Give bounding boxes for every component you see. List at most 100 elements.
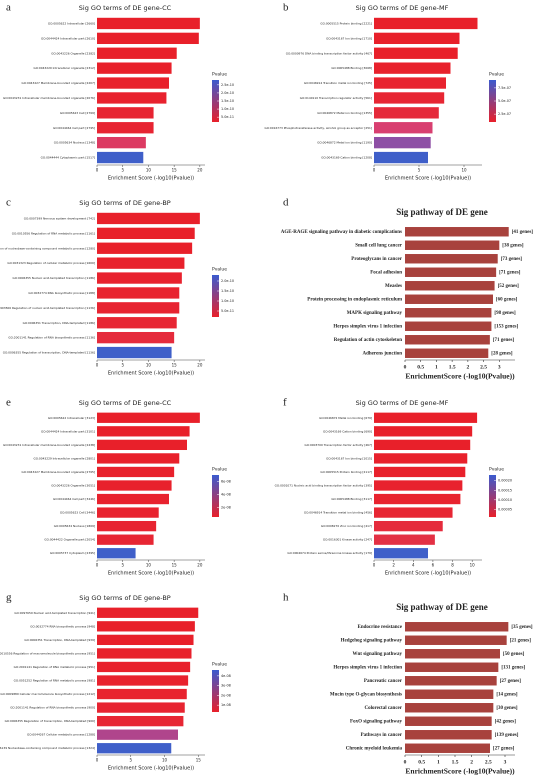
bar	[97, 607, 199, 618]
y-tick-label: GO:0043227 Membrane-bounded organelle [2…	[22, 81, 95, 85]
panel-letter: h	[283, 592, 289, 604]
bar	[374, 47, 458, 59]
y-tick-label: Regulation of actin cytoskeleton	[334, 338, 402, 343]
legend-tick-label: 4e-08	[221, 674, 231, 678]
legend-title: Pvalue	[212, 662, 227, 668]
y-tick-label: GO:0043169 Cation binding [1208]	[321, 156, 372, 160]
x-tick-label: 10	[162, 758, 168, 763]
bar-annotation: [60 genes]	[496, 297, 518, 302]
bar	[374, 507, 453, 518]
bar	[97, 77, 169, 89]
y-tick-label: Protein processing in endoplasmic reticu…	[307, 297, 403, 302]
x-tick-label: 0	[373, 563, 376, 568]
bar-annotation: [28 genes]	[491, 351, 513, 356]
bar	[374, 466, 466, 478]
bar	[97, 17, 200, 30]
y-tick-label: GO:0004674 Protein serine/threonine kina…	[287, 551, 372, 555]
legend-colorbar	[489, 475, 496, 517]
legend-tick-label: 0.00015	[498, 488, 512, 492]
y-tick-label: GO:0043226 Organelle [2382]	[51, 51, 95, 55]
x-axis-label: EnrichmentScore (-log10(Pvalue))	[405, 767, 515, 776]
bar	[97, 346, 172, 359]
x-tick-label: 15	[196, 758, 202, 763]
x-tick-label: 5	[121, 363, 124, 368]
bar	[97, 743, 172, 754]
chart-title: Sig GO terms of DE gene-MF	[356, 4, 449, 12]
x-tick-label: 15	[172, 363, 178, 368]
bar	[97, 92, 167, 104]
panel-letter: e	[6, 397, 11, 409]
legend-colorbar	[212, 670, 219, 712]
x-tick-label: 1.5	[449, 364, 456, 370]
x-tick-label: 2	[392, 563, 395, 568]
y-tick-label: GO:0005623 Cell [2799]	[60, 111, 95, 115]
x-tick-label: 20	[197, 363, 203, 368]
x-tick-label: 2.5	[480, 364, 487, 370]
bar-annotation: [21 genes]	[510, 638, 532, 643]
x-tick-label: 2	[470, 759, 473, 765]
bar-annotation: [27 genes]	[500, 679, 522, 684]
bar	[97, 302, 180, 314]
legend-colorbar	[212, 80, 219, 122]
x-tick-label: 15	[172, 168, 178, 173]
bar	[374, 439, 471, 451]
x-tick-label: 6	[432, 563, 435, 568]
bar	[97, 412, 200, 423]
legend-tick-label: 0.00020	[498, 479, 512, 483]
legend-tick-label: 5.0e-11	[221, 309, 234, 313]
legend-title: Pvalue	[489, 72, 504, 78]
y-tick-label: GO:0044424 Intracellular part [3101]	[41, 429, 95, 433]
y-tick-label: GO:0005737 Cytoplasm [2395]	[50, 551, 95, 555]
bar	[97, 466, 175, 478]
y-tick-label: GO:0006351 Transcription, DNA-templated …	[23, 321, 95, 325]
bar-annotation: [30 genes]	[496, 706, 518, 711]
x-tick-label: 8	[451, 563, 454, 568]
bar	[97, 480, 172, 491]
y-tick-label: Colorectal cancer	[364, 706, 402, 711]
x-tick-label: 5	[121, 168, 124, 173]
legend-tick-label: 5.0e-07	[498, 99, 511, 103]
x-tick-label: 0	[96, 168, 99, 173]
legend-tick-label: 4e-08	[221, 492, 231, 496]
x-tick-label: 5	[121, 563, 124, 568]
panel-letter: f	[283, 397, 287, 409]
y-tick-label: GO:1903506 Regulation of nucleic acid-te…	[0, 306, 95, 310]
bar	[374, 62, 451, 74]
x-tick-label: 0	[373, 168, 376, 173]
bar	[97, 534, 154, 545]
y-tick-label: GO:0043226 Organelle [3051]	[51, 484, 95, 488]
legend-tick-label: 5.0e-11	[221, 115, 234, 119]
bar	[97, 702, 185, 713]
bar	[97, 287, 180, 299]
x-tick-label: 0	[96, 363, 99, 368]
y-tick-label: Proteoglycans in cancer	[351, 257, 403, 262]
bar	[405, 743, 490, 753]
legend-tick-label: 2.0e-10	[221, 279, 234, 283]
y-tick-label: GO:0006355 Regulation of transcription, …	[3, 351, 95, 355]
bar	[97, 32, 199, 45]
bar	[374, 426, 473, 437]
y-tick-label: GO:0005634 Nucleus [1348]	[54, 141, 95, 145]
bar	[97, 675, 189, 686]
bar	[374, 32, 460, 45]
bar-annotation: [42 genes]	[495, 719, 517, 724]
bar	[97, 212, 200, 225]
y-tick-label: GO:0043231 Intracellular membrane-bounde…	[3, 443, 95, 447]
bar	[405, 308, 492, 318]
y-tick-label: GO:0005515 Protein binding [2117]	[320, 470, 372, 474]
bar	[374, 17, 478, 30]
legend-tick-label: 2.0e-10	[221, 91, 234, 95]
x-tick-label: 1	[435, 364, 438, 370]
y-tick-label: GO:0043169 Cation binding [690]	[323, 429, 372, 433]
x-tick-label: 20	[197, 168, 203, 173]
bar	[405, 227, 509, 237]
legend-tick-label: 1.5e-10	[221, 289, 234, 293]
bar-annotation: [41 genes]	[512, 230, 534, 235]
bar	[405, 730, 492, 740]
chart-title: Sig GO terms of DE gene-CC	[79, 4, 172, 12]
bar-annotation: [50 genes]	[503, 652, 525, 657]
legend-tick-label: 1.0e-10	[221, 107, 234, 111]
bar	[405, 240, 500, 250]
bar	[97, 493, 169, 505]
